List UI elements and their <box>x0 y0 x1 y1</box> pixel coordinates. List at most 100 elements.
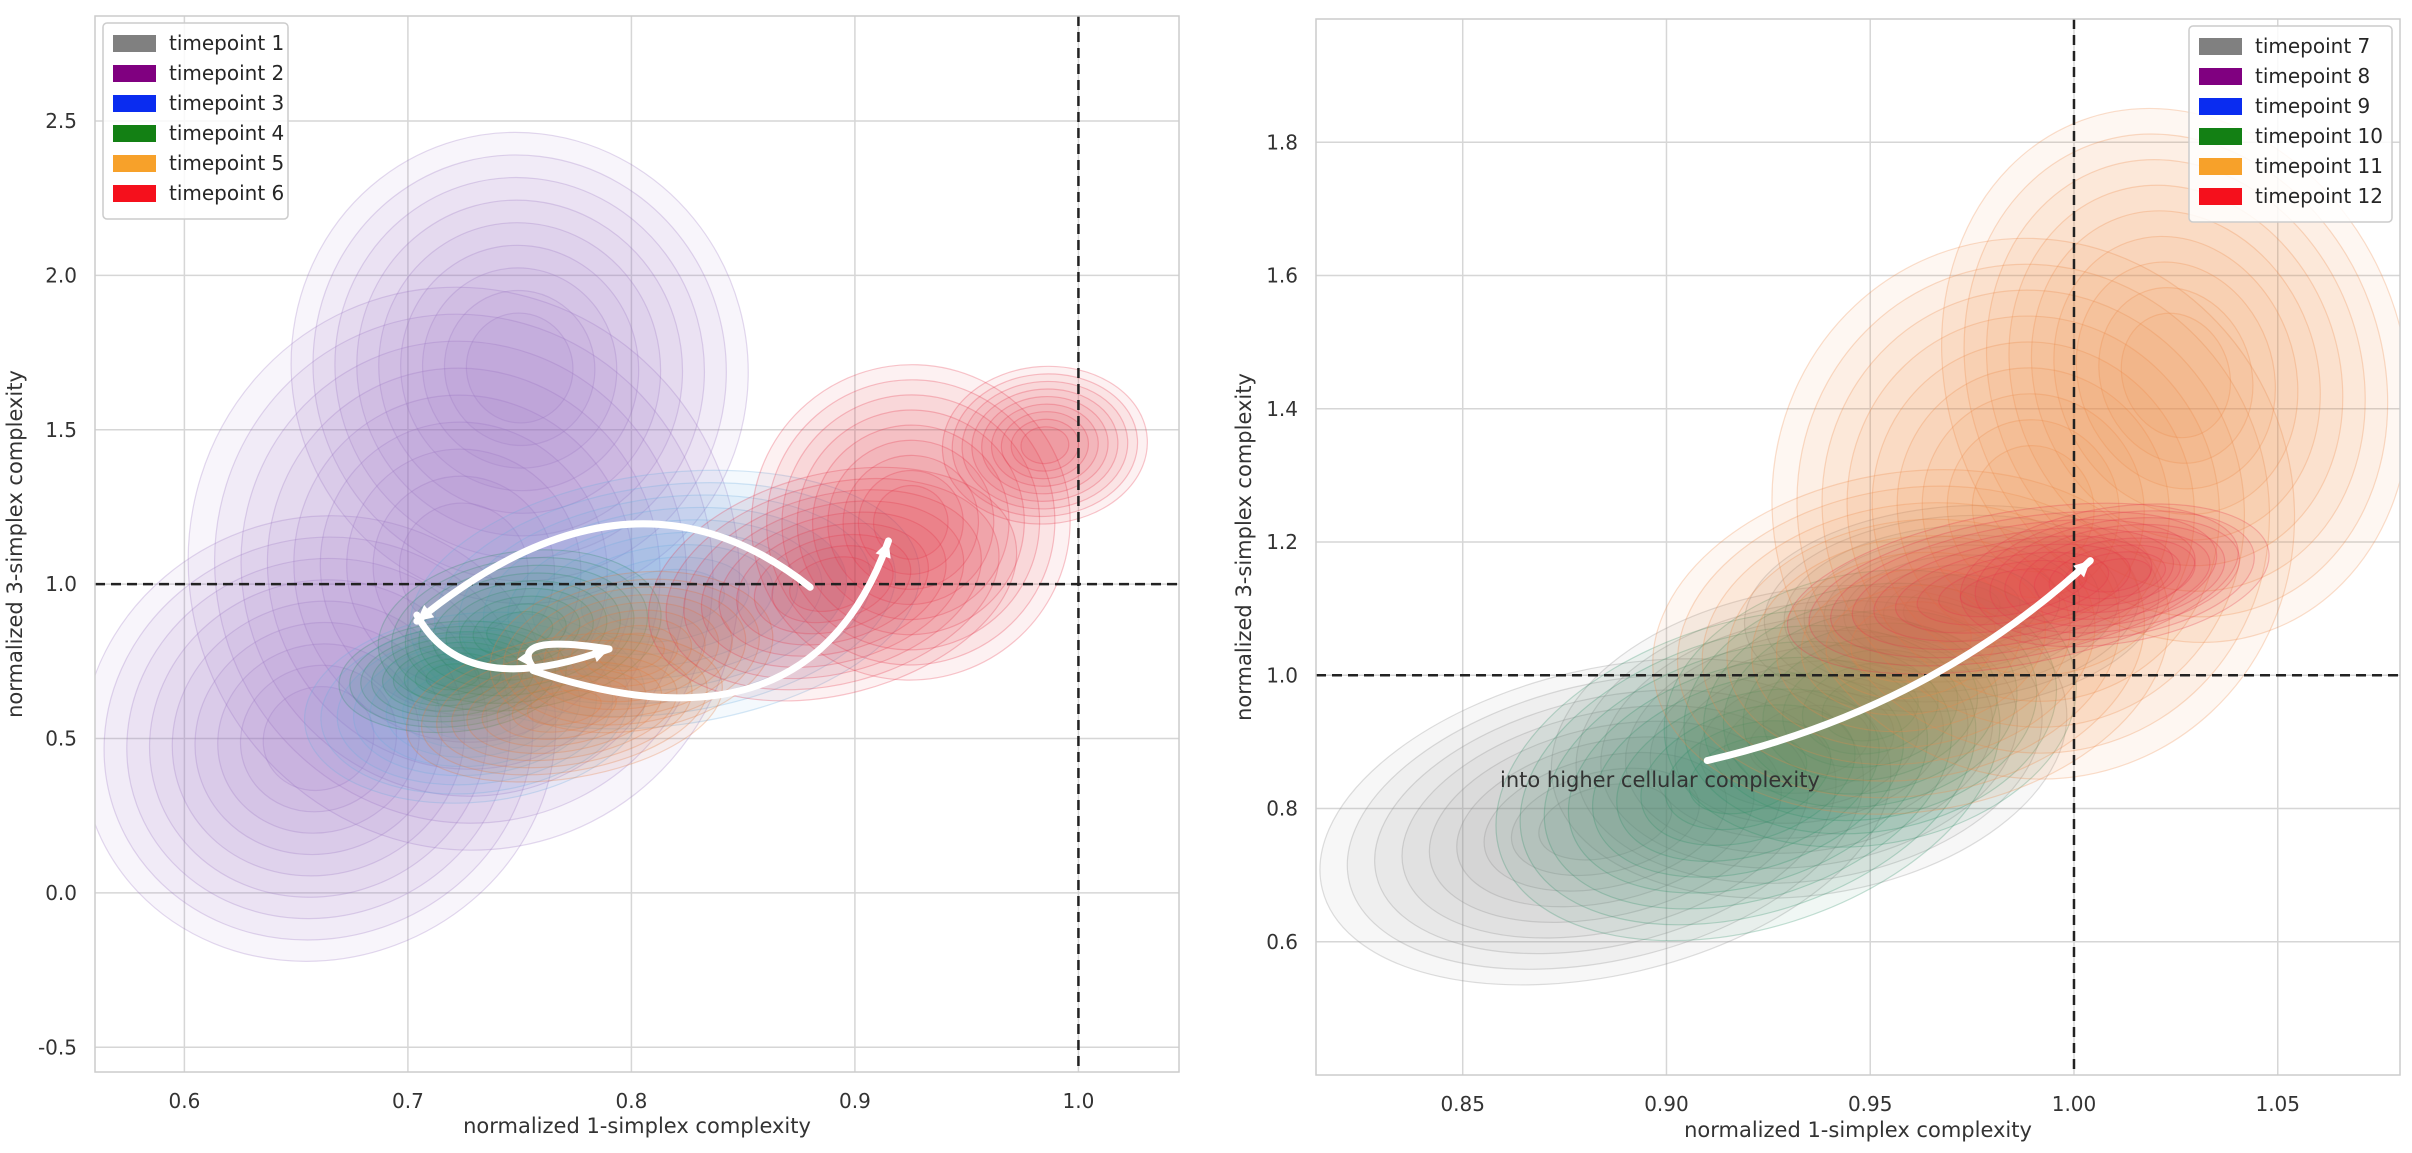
left-plot-density-level <box>404 564 635 697</box>
right-plot-density-timepoint-10 <box>1495 569 2077 942</box>
left-plot-density-level <box>338 620 567 734</box>
right-plot-density-level <box>2098 287 2254 464</box>
right-plot-density-timepoint-11 <box>1652 107 2400 815</box>
left-plot-legend-label: timepoint 5 <box>169 151 284 175</box>
right-plot-legend-label: timepoint 12 <box>2255 184 2383 208</box>
left-plot-density-level <box>971 388 1119 502</box>
right-plot-density-level <box>1664 720 1832 831</box>
right-plot-density-level <box>1938 559 2088 618</box>
left-plot-reference-lines <box>95 16 1179 1072</box>
right-plot-ytick-label: 1.6 <box>1266 264 1298 288</box>
left-plot-ytick-label: 0.0 <box>45 881 77 905</box>
left-plot-ytick-label: 2.5 <box>45 109 77 133</box>
right-plot-legend-swatch <box>2199 158 2242 175</box>
right-plot-legend-swatch <box>2199 38 2242 55</box>
left-plot-density-level <box>425 663 480 691</box>
right-plot-legend-swatch <box>2199 68 2242 85</box>
right-plot-xtick-label: 1.00 <box>2052 1092 2097 1116</box>
left-plot-density-level <box>290 131 749 605</box>
right-plot-density-level <box>1640 704 1856 847</box>
left-plot-ytick-label: 1.0 <box>45 572 77 596</box>
right-plot-density-level <box>1775 551 2047 733</box>
left-plot-density-level <box>1020 426 1070 465</box>
right-plot-trajectory-segment <box>1703 557 2094 765</box>
right-plot-density-level <box>1624 629 1994 854</box>
left-plot-density-level <box>981 395 1109 495</box>
right-plot-density-level <box>1652 469 2170 815</box>
right-plot-tick-labels: 0.85 0.90 0.95 1.00 1.05 0.6 0.8 1.0 1.2 1.4 1.6 1.… <box>1266 130 2300 1116</box>
right-plot-density-level <box>1871 341 2195 677</box>
left-plot-density-level <box>266 367 661 770</box>
right-plot: into higher cellular complexity 0.85 0.90… <box>1232 18 2401 1142</box>
right-plot-density-level <box>2008 184 2344 567</box>
right-plot-legend-label: timepoint 7 <box>2255 34 2370 58</box>
right-plot-density-level <box>1821 289 2246 728</box>
left-plot-density-level <box>346 448 582 689</box>
left-plot-density-level <box>489 570 774 734</box>
left-plot: 0.6 0.7 0.8 0.9 1.0 -0.5 0.0 0.5 1.0 1.5 2.0 2.5 no… <box>3 15 1180 1138</box>
left-plot-density-level <box>214 313 714 824</box>
left-plot-density-level <box>1010 418 1080 472</box>
right-plot-density-level <box>1575 599 2043 884</box>
right-plot-density-level <box>1550 584 2068 899</box>
left-plot-density-level <box>400 244 640 492</box>
right-plot-ytick-label: 1.2 <box>1266 530 1298 554</box>
right-plot-density-level <box>1830 518 2196 659</box>
right-plot-density-level <box>1783 524 2120 693</box>
right-plot-density-level <box>1902 583 2001 634</box>
right-plot-ytick-label: 1.0 <box>1266 663 1298 687</box>
left-plot-trajectory-segment <box>413 520 814 625</box>
right-plot-density-level <box>1456 736 1755 908</box>
right-plot-legend-label: timepoint 10 <box>2255 124 2383 148</box>
right-plot-ylabel: normalized 3-simplex complexity <box>1232 373 1256 721</box>
right-plot-density-level <box>2030 210 2321 541</box>
left-plot-density-level <box>842 454 980 590</box>
left-plot-ylabel: normalized 3-simplex complexity <box>3 370 27 718</box>
right-plot-ytick-label: 1.4 <box>1266 397 1298 421</box>
left-plot-legend-label: timepoint 1 <box>169 31 284 55</box>
left-plot-density-level <box>103 536 534 941</box>
left-plot-density-level <box>217 643 420 834</box>
left-plot-legend-swatch <box>113 35 156 52</box>
right-plot-density-level <box>1882 574 2021 644</box>
left-plot-ytick-label: -0.5 <box>38 1035 77 1059</box>
right-plot-ytick-label: 1.8 <box>1266 130 1298 154</box>
left-plot-xtick-label: 0.6 <box>168 1089 200 1113</box>
left-plot-density-level <box>486 611 554 650</box>
left-plot-density-level <box>319 421 608 716</box>
left-plot-legend-swatch <box>113 125 156 142</box>
right-plot-ytick-label: 0.6 <box>1266 930 1298 954</box>
right-plot-trajectory-arrowhead <box>2073 560 2091 578</box>
left-plot-density-level <box>418 675 532 740</box>
left-plot-density-level <box>405 632 723 783</box>
left-plot-density-level <box>401 666 548 749</box>
left-plot-density-level <box>750 364 1071 681</box>
left-plot-density-contours <box>95 131 1148 962</box>
left-plot-density-level <box>766 379 1056 666</box>
right-plot-density-level <box>2078 558 2152 593</box>
right-plot-density-level <box>2018 530 2211 620</box>
left-plot-density-level <box>239 664 398 813</box>
left-plot-density-level <box>421 267 618 469</box>
left-plot-legend-label: timepoint 6 <box>169 181 284 205</box>
left-plot-xtick-label: 0.7 <box>392 1089 424 1113</box>
left-plot-density-level <box>334 176 706 560</box>
right-plot-density-level <box>1971 445 2095 573</box>
right-plot-legend: timepoint 7 timepoint 8 timepoint 9 timepoi… <box>2188 25 2393 223</box>
right-plot-density-level <box>2004 523 2226 627</box>
left-plot-density-timepoint-2 <box>95 131 749 962</box>
left-plot-density-level <box>356 199 684 537</box>
right-plot-density-level <box>1851 527 2175 651</box>
left-plot-density-timepoint-5 <box>405 570 774 783</box>
left-plot-density-level <box>990 403 1099 487</box>
right-plot-xlabel: normalized 1-simplex complexity <box>1684 1118 2032 1142</box>
right-plot-density-level <box>2120 312 2232 439</box>
left-plot-trajectory-arrowhead <box>517 649 534 668</box>
left-plot-legend-swatch <box>113 155 156 172</box>
left-plot-density-level <box>398 502 529 635</box>
left-plot-legend-swatch <box>113 95 156 112</box>
right-plot-density-level <box>1701 502 2121 782</box>
left-plot-density-level <box>194 621 443 856</box>
right-plot-density-level <box>1346 673 1864 970</box>
